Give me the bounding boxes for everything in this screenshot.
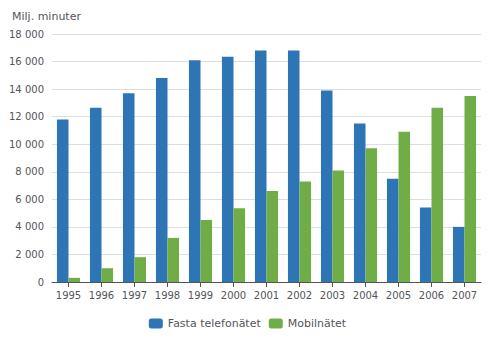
svg-text:2002: 2002 — [287, 290, 312, 301]
svg-text:1997: 1997 — [122, 290, 147, 301]
svg-text:10 000: 10 000 — [9, 139, 44, 150]
svg-text:6 000: 6 000 — [15, 194, 44, 205]
svg-text:12 000: 12 000 — [9, 111, 44, 122]
svg-text:1999: 1999 — [188, 290, 213, 301]
svg-text:1998: 1998 — [155, 290, 180, 301]
svg-text:2004: 2004 — [353, 290, 378, 301]
svg-text:Fasta telefonätet: Fasta telefonätet — [168, 317, 262, 330]
svg-text:4 000: 4 000 — [15, 221, 44, 232]
svg-text:8 000: 8 000 — [15, 166, 44, 177]
svg-text:2006: 2006 — [419, 290, 444, 301]
svg-text:2005: 2005 — [386, 290, 411, 301]
svg-text:16 000: 16 000 — [9, 56, 44, 67]
svg-text:2000: 2000 — [221, 290, 246, 301]
svg-text:Milj. minuter: Milj. minuter — [12, 10, 81, 23]
svg-text:Mobilnätet: Mobilnätet — [288, 317, 347, 330]
svg-text:14 000: 14 000 — [9, 84, 44, 95]
svg-text:18 000: 18 000 — [9, 29, 44, 40]
svg-text:0: 0 — [38, 277, 44, 288]
svg-text:1995: 1995 — [56, 290, 81, 301]
svg-text:2001: 2001 — [254, 290, 279, 301]
svg-text:2003: 2003 — [320, 290, 345, 301]
svg-text:2 000: 2 000 — [15, 249, 44, 260]
svg-text:2007: 2007 — [452, 290, 477, 301]
svg-text:1996: 1996 — [89, 290, 114, 301]
